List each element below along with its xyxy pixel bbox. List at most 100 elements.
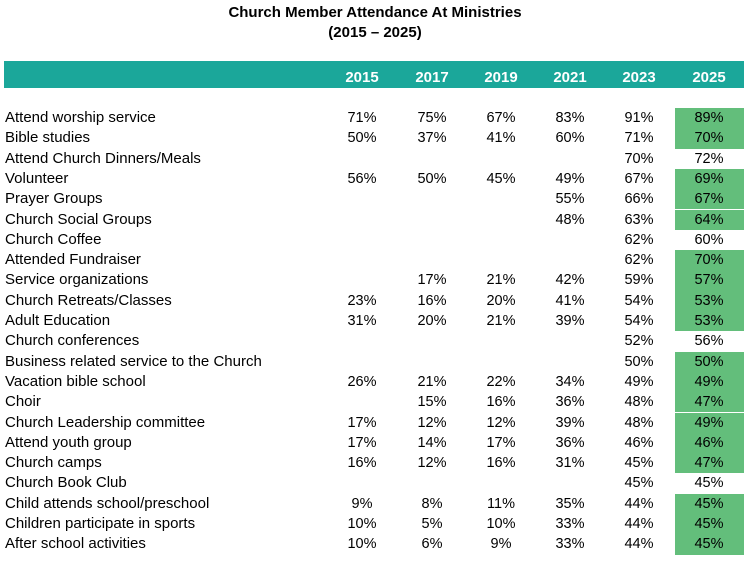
value-cell-2025: 70% [694,252,724,269]
value-cell-2015: 10% [347,536,377,553]
value-cell-2019: 16% [486,394,516,411]
row-label: Attend youth group [5,433,132,451]
value-cell-2017: 17% [417,272,447,289]
value-cell-2025: 57% [694,272,724,289]
value-cell-2023: 91% [624,110,654,126]
row-label: Business related service to the Church [5,352,262,370]
value-cell-2021: 41% [555,292,585,309]
value-cell-2023: 46% [624,434,654,451]
table-row: Attended Fundraiser 62% 70% [0,250,750,271]
table-row: Attend youth group 17% 14% 17% 36% 46% 46% [0,432,750,454]
value-cell-2025: 72% [694,150,724,167]
highlight-cell [675,351,744,372]
value-cell-2025: 56% [694,333,724,350]
value-cell-2023: 44% [624,516,654,532]
highlight-cell [675,453,744,474]
value-cell-2017: 5% [421,516,443,532]
table-row: Church camps 16% 12% 16% 31% 45% 47% [0,453,750,474]
value-cell-2017: 75% [417,110,447,126]
highlight-cell [675,108,744,129]
row-label: Bible studies [5,129,91,147]
value-cell-2025: 64% [694,211,724,228]
row-label: Attend Church Dinners/Meals [5,149,201,167]
highlight-cell [675,514,744,535]
row-label: Church Coffee [5,230,102,248]
value-cell-2021: 33% [555,516,585,532]
value-cell-2023: 54% [624,292,654,309]
value-cell-2023: 59% [624,272,654,289]
table-row: Choir 15% 16% 36% 48% 47% [0,392,750,413]
value-cell-2017: 8% [421,495,443,512]
row-label: Service organizations [5,271,149,289]
row-label: Church conferences [5,332,140,350]
table-row: Adult Education 31% 20% 21% 39% 54% 53% [0,311,750,332]
value-cell-2021: 83% [555,110,585,126]
value-cell-2021: 55% [555,191,585,208]
highlight-cell [675,432,744,454]
table-row: Vacation bible school 26% 21% 22% 34% 49% 49% [0,371,750,393]
value-cell-2023: 70% [624,150,654,167]
value-cell-2025: 45% [694,475,724,492]
value-cell-2017: 14% [417,434,447,451]
table-row: Business related service to the Church 50… [0,351,750,372]
value-cell-2023: 54% [624,313,654,329]
value-cell-2025: 49% [694,373,724,390]
table-row: Attend Church Dinners/Meals 70% 72% [0,149,750,169]
value-cell-2017: 15% [417,394,447,411]
table-row: Church conferences 52% 56% [0,331,750,351]
value-cell-2025: 45% [694,536,724,553]
highlight-cell [675,412,744,433]
value-cell-2023: 44% [624,536,654,553]
value-cell-2025: 60% [694,231,724,248]
highlight-cell [675,270,744,291]
value-cell-2015: 31% [347,313,377,329]
value-cell-2019: 67% [486,110,516,126]
table-row: Church Leadership committee 17% 12% 12% 39% 4… [0,412,750,433]
row-label: Choir [5,393,41,411]
value-cell-2021: 31% [555,455,585,472]
value-cell-2023: 52% [624,333,654,350]
value-cell-2025: 53% [694,292,724,309]
row-label: After school activities [5,535,146,553]
value-cell-2017: 12% [417,455,447,472]
column-header-2015: 2015 [345,69,379,86]
value-cell-2021: 42% [555,272,585,289]
value-cell-2019: 17% [486,434,516,451]
value-cell-2015: 16% [347,455,377,472]
chart-title: Church Member Attendance At Ministries [228,4,522,21]
value-cell-2023: 63% [624,211,654,228]
highlight-cell [675,534,744,555]
value-cell-2019: 10% [486,516,516,532]
value-cell-2017: 12% [417,414,447,431]
value-cell-2019: 11% [487,495,515,512]
table-row: After school activities 10% 6% 9% 33% 44% 45% [0,534,750,555]
value-cell-2023: 66% [624,191,654,208]
value-cell-2021: 34% [555,373,585,390]
value-cell-2015: 17% [347,434,377,451]
value-cell-2023: 44% [624,495,654,512]
value-cell-2025: 53% [694,313,724,329]
chart-subtitle: (2015 – 2025) [328,24,422,41]
row-label: Children participate in sports [5,515,196,532]
value-cell-2023: 67% [624,170,654,187]
value-cell-2025: 47% [694,455,724,472]
value-cell-2023: 45% [624,475,654,492]
highlight-cell [675,250,744,271]
row-label: Church Social Groups [5,210,152,228]
value-cell-2023: 62% [624,252,654,269]
column-header-2021: 2021 [553,69,587,86]
value-cell-2019: 22% [486,373,516,390]
row-label: Church Book Club [5,474,127,492]
table-row: Child attends school/preschool 9% 8% 11% 35%… [0,493,750,514]
highlight-cell [675,290,744,311]
row-label: Church Retreats/Classes [5,291,172,309]
value-cell-2019: 21% [486,313,516,329]
table-row: Volunteer 56% 50% 45% 49% 67% 69% [0,168,750,190]
highlight-cell [675,168,744,190]
value-cell-2021: 60% [555,130,585,147]
value-cell-2025: 45% [694,495,724,512]
value-cell-2019: 45% [486,170,516,187]
value-cell-2023: 71% [624,130,654,147]
value-cell-2019: 9% [490,536,512,553]
value-cell-2015: 23% [347,292,377,309]
